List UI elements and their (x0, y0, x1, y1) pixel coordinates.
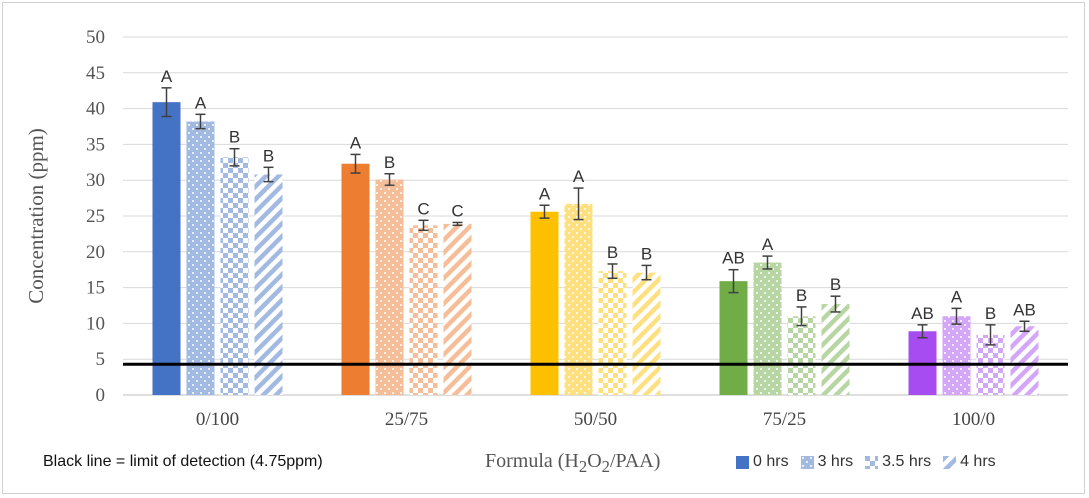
significance-letter: B (384, 153, 395, 172)
legend-swatch (865, 455, 879, 469)
legend-swatch (943, 455, 957, 469)
bar (821, 304, 850, 395)
bar (375, 179, 404, 395)
x-axis-label-sub-2: 2 (601, 457, 610, 476)
bar (186, 121, 215, 395)
y-tick-label: 15 (86, 278, 105, 299)
x-axis-label: Formula (H2O2/PAA) (485, 450, 660, 477)
legend-label: 4 hrs (960, 453, 996, 470)
significance-letter: B (830, 275, 841, 294)
legend: 0 hrs 3 hrs 3.5 hrs 4 hrs (736, 453, 996, 471)
y-axis-ticks: 0 5 10 15 20 25 30 35 40 45 50 (86, 27, 105, 406)
x-axis-label-sub-1: 2 (578, 457, 588, 476)
error-bars (161, 87, 1030, 346)
x-tick-label: 75/25 (763, 409, 806, 430)
y-tick-label: 20 (86, 242, 105, 263)
y-tick-label: 25 (86, 206, 105, 227)
y-tick-label: 50 (86, 27, 105, 48)
significance-letter: B (641, 244, 652, 263)
significance-letter: A (951, 287, 963, 306)
significance-letter: AB (911, 304, 934, 323)
legend-label: 3 hrs (817, 453, 854, 470)
y-tick-label: 35 (86, 134, 105, 155)
bars (152, 102, 1039, 395)
bar (564, 203, 593, 395)
significance-letter: A (573, 167, 585, 186)
significance-letter: AB (722, 249, 745, 268)
legend-item: 0 hrs (736, 453, 789, 471)
x-tick-label: 50/50 (574, 409, 617, 430)
detection-limit-note: Black line = limit of detection (4.75ppm… (43, 453, 323, 470)
bar (220, 157, 249, 395)
x-axis-label-mid: O (587, 450, 602, 472)
significance-letter: B (985, 304, 996, 323)
bar (598, 271, 627, 395)
x-axis-label-prefix: Formula (H (485, 450, 579, 472)
bar (942, 316, 971, 395)
legend-item: 3 hrs (800, 453, 854, 471)
legend-label: 3.5 hrs (882, 453, 932, 470)
y-tick-label: 30 (86, 170, 105, 191)
significance-letter: B (607, 243, 618, 262)
legend-label: 0 hrs (753, 453, 789, 470)
y-tick-label: 5 (96, 349, 106, 370)
significance-letter: A (195, 93, 207, 112)
bar (753, 262, 782, 395)
bar (341, 163, 370, 395)
significance-letter: C (417, 199, 429, 218)
bar (632, 272, 661, 395)
significance-letter: A (161, 67, 173, 86)
legend-swatch (800, 455, 814, 469)
y-tick-label: 0 (96, 385, 106, 406)
y-tick-label: 10 (86, 313, 105, 334)
legend-item: 4 hrs (943, 453, 996, 471)
significance-letter: B (796, 286, 807, 305)
significance-letter: B (263, 146, 274, 165)
y-tick-label: 45 (86, 63, 105, 84)
bar (530, 211, 559, 395)
significance-letter: B (229, 128, 240, 147)
bar (443, 223, 472, 395)
y-axis-label: Concentration (ppm) (24, 128, 48, 304)
significance-letter: AB (1013, 300, 1036, 319)
significance-letter: C (451, 201, 463, 220)
significance-letter: A (539, 184, 551, 203)
x-axis-label-suffix: /PAA) (610, 450, 661, 472)
significance-letter: A (762, 235, 774, 254)
y-tick-label: 40 (86, 99, 105, 120)
x-axis-ticks: 0/100 25/75 50/50 75/25 100/0 (196, 409, 995, 430)
bar (409, 225, 438, 395)
x-tick-label: 25/75 (385, 409, 428, 430)
legend-item: 3.5 hrs (865, 453, 931, 471)
bar (787, 316, 816, 395)
significance-letter: A (350, 133, 362, 152)
bar (719, 281, 748, 395)
x-tick-label: 0/100 (196, 409, 239, 430)
x-tick-label: 100/0 (952, 409, 995, 430)
bar (152, 102, 181, 395)
bar (1010, 326, 1039, 395)
bar (254, 174, 283, 395)
legend-swatch (736, 455, 749, 469)
